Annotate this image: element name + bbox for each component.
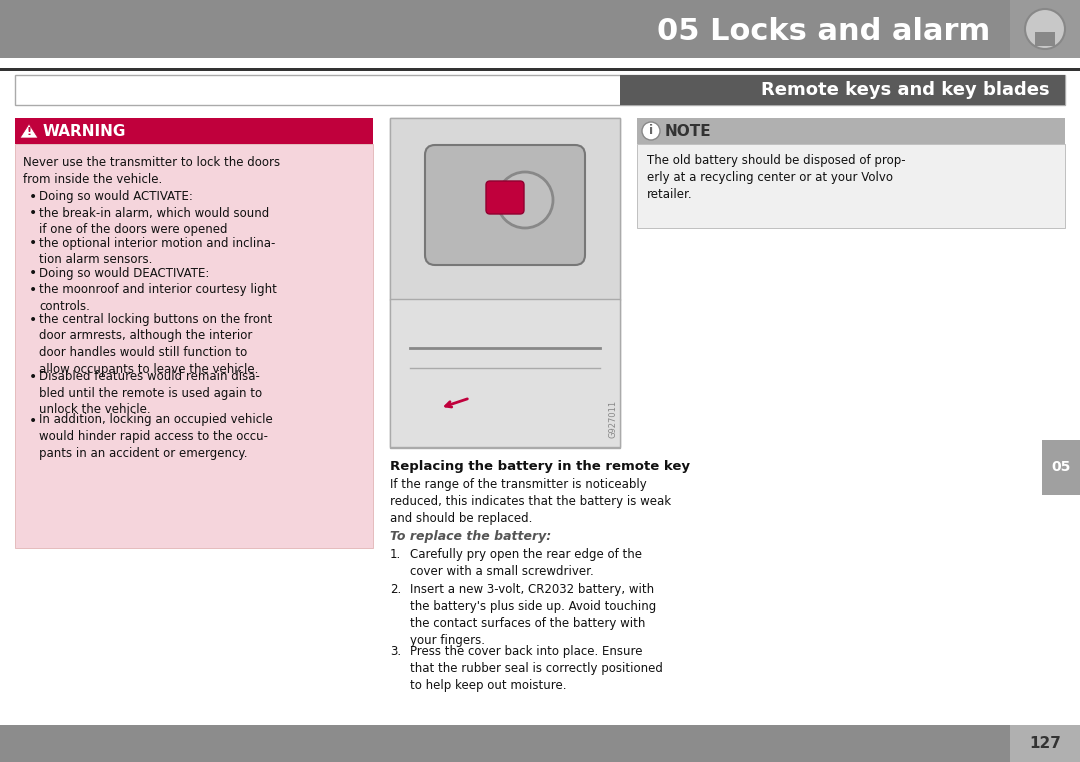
Text: 1.: 1. (390, 548, 402, 561)
Polygon shape (21, 124, 38, 138)
FancyBboxPatch shape (486, 181, 524, 214)
Text: •: • (29, 370, 37, 384)
Text: •: • (29, 236, 37, 251)
Text: The old battery should be disposed of prop-
erly at a recycling center or at you: The old battery should be disposed of pr… (647, 154, 906, 201)
Bar (637, 144, 1065, 228)
Text: WARNING: WARNING (43, 123, 126, 139)
Circle shape (497, 172, 553, 228)
Text: Press the cover back into place. Ensure
that the rubber seal is correctly positi: Press the cover back into place. Ensure … (410, 645, 663, 692)
Text: If the range of the transmitter is noticeably
reduced, this indicates that the b: If the range of the transmitter is notic… (390, 478, 671, 525)
Bar (637, 118, 1065, 144)
Text: 05 Locks and alarm: 05 Locks and alarm (657, 17, 990, 46)
Text: 3.: 3. (390, 645, 401, 658)
Text: the moonroof and interior courtesy light
controls.: the moonroof and interior courtesy light… (39, 283, 276, 312)
Bar (0, 725, 1010, 762)
Text: •: • (29, 207, 37, 220)
Bar (390, 118, 620, 299)
Bar (0, 0, 1080, 58)
Text: •: • (29, 414, 37, 427)
Text: Remote keys and key blades: Remote keys and key blades (761, 81, 1050, 99)
Text: NOTE: NOTE (665, 123, 712, 139)
Text: Doing so would ACTIVATE:: Doing so would ACTIVATE: (39, 190, 193, 203)
Text: 127: 127 (1029, 735, 1061, 751)
Text: Disabled features would remain disa-
bled until the remote is used again to
unlo: Disabled features would remain disa- ble… (39, 370, 262, 416)
Text: !: ! (26, 127, 31, 137)
Text: In addition, locking an occupied vehicle
would hinder rapid access to the occu-
: In addition, locking an occupied vehicle… (39, 414, 273, 459)
Bar (1042, 440, 1080, 495)
Bar (1010, 725, 1080, 762)
Bar (15, 144, 373, 548)
Bar (0, 68, 1080, 71)
Text: Never use the transmitter to lock the doors
from inside the vehicle.: Never use the transmitter to lock the do… (23, 156, 280, 186)
Text: •: • (29, 267, 37, 280)
Bar (15, 118, 373, 144)
Text: i: i (649, 124, 653, 137)
Circle shape (642, 122, 660, 140)
Text: 05: 05 (1051, 460, 1070, 474)
Bar (1035, 32, 1055, 46)
Text: •: • (29, 190, 37, 204)
Text: the central locking buttons on the front
door armrests, although the interior
do: the central locking buttons on the front… (39, 313, 272, 376)
Circle shape (1025, 9, 1065, 49)
Text: G927011: G927011 (608, 400, 617, 438)
FancyBboxPatch shape (426, 145, 585, 265)
Bar (15, 75, 1065, 105)
Text: Carefully pry open the rear edge of the
cover with a small screwdriver.: Carefully pry open the rear edge of the … (410, 548, 642, 578)
Text: Insert a new 3-volt, CR2032 battery, with
the battery's plus side up. Avoid touc: Insert a new 3-volt, CR2032 battery, wit… (410, 583, 657, 647)
Text: Replacing the battery in the remote key: Replacing the battery in the remote key (390, 460, 690, 473)
Text: the break-in alarm, which would sound
if one of the doors were opened: the break-in alarm, which would sound if… (39, 207, 269, 236)
Bar (1010, 0, 1080, 58)
Text: Doing so would DEACTIVATE:: Doing so would DEACTIVATE: (39, 267, 210, 280)
Text: •: • (29, 313, 37, 327)
Bar (390, 299, 620, 447)
Text: To replace the battery:: To replace the battery: (390, 530, 551, 543)
Bar (620, 75, 1065, 105)
Bar (390, 118, 620, 448)
Text: •: • (29, 283, 37, 297)
Text: 2.: 2. (390, 583, 402, 596)
Text: the optional interior motion and inclina-
tion alarm sensors.: the optional interior motion and inclina… (39, 236, 275, 266)
